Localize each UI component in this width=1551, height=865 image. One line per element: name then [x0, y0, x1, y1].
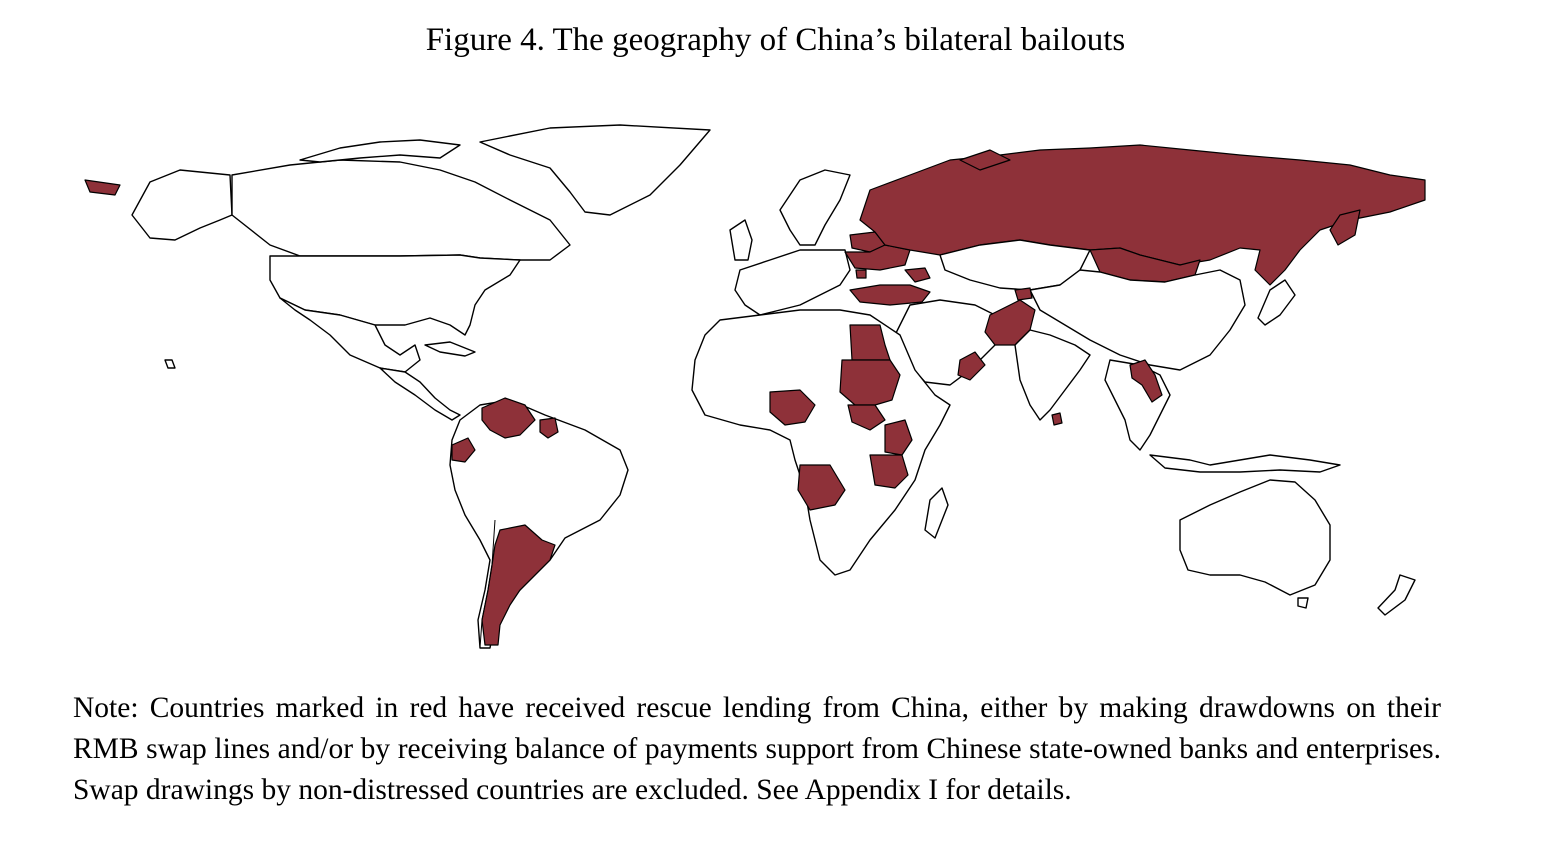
country-nigeria[interactable]: [769, 389, 816, 426]
country-tajikistan[interactable]: [1014, 287, 1033, 301]
central-america: [379, 367, 461, 421]
border-chile: [479, 519, 496, 649]
country-china: [1029, 269, 1246, 371]
country-russia-east[interactable]: [84, 179, 121, 196]
world-map-svg: [84, 124, 1426, 649]
country-turkey[interactable]: [849, 284, 931, 306]
country-ukraine[interactable]: [844, 244, 911, 271]
figure-note: Note: Countries marked in red have recei…: [73, 692, 1441, 806]
country-moldova[interactable]: [855, 269, 867, 279]
canada-islands: [299, 139, 461, 163]
scandinavia: [779, 169, 851, 246]
country-india: [1014, 329, 1091, 421]
country-sri-lanka[interactable]: [1051, 412, 1063, 426]
new-zealand: [1377, 574, 1416, 616]
country-mexico: [279, 297, 421, 373]
country-japan: [1257, 279, 1296, 326]
indonesia-islands: [1149, 454, 1341, 473]
figure-title: Figure 4. The geography of China’s bilat…: [425, 22, 1126, 58]
country-usa: [269, 254, 521, 336]
hawaii: [164, 359, 176, 369]
cuba: [424, 341, 476, 357]
country-usa-alaska: [131, 169, 233, 241]
country-ecuador[interactable]: [451, 437, 476, 463]
country-kenya[interactable]: [884, 419, 913, 456]
country-georgia-armenia[interactable]: [904, 267, 931, 283]
south-america: [449, 399, 629, 649]
country-venezuela[interactable]: [481, 397, 536, 439]
country-south-sudan[interactable]: [847, 404, 886, 431]
russia-kamchatka[interactable]: [1329, 209, 1361, 246]
country-tanzania[interactable]: [869, 454, 909, 489]
western-europe: [734, 249, 851, 316]
country-sudan[interactable]: [839, 359, 901, 406]
country-egypt[interactable]: [849, 324, 891, 361]
tasmania: [1297, 597, 1309, 609]
country-canada: [231, 159, 571, 261]
australia: [1179, 479, 1331, 596]
uk: [729, 219, 753, 261]
country-angola[interactable]: [797, 464, 846, 511]
country-suriname[interactable]: [539, 417, 559, 439]
country-laos[interactable]: [1129, 359, 1163, 403]
world-map: [80, 120, 1430, 660]
country-oman[interactable]: [957, 351, 986, 381]
russia-novaya-zemlya[interactable]: [959, 149, 1011, 171]
greenland: [479, 124, 711, 216]
madagascar: [924, 487, 949, 539]
